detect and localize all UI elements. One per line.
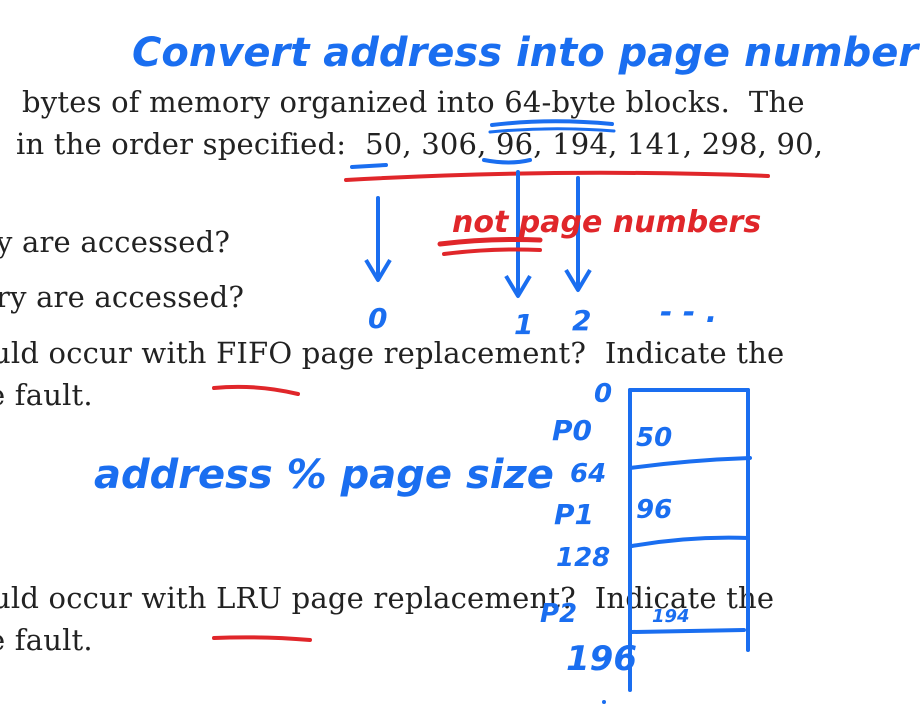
table-row-1-page: P1: [554, 498, 594, 531]
page-index-0: 0: [368, 302, 387, 335]
text-line-4: ry are accessed?: [0, 280, 245, 314]
ink-dot: [602, 700, 606, 704]
text-line-2: in the order specified: 50, 306, 96, 194…: [16, 127, 824, 161]
text-line-7: uld occur with LRU page replacement? Ind…: [0, 581, 775, 615]
page-index-ellipsis: - - .: [660, 295, 717, 330]
text-line-8: e fault.: [0, 623, 93, 657]
table-boundary-64: 64: [570, 459, 606, 489]
table-row-1-address: 96: [636, 495, 672, 525]
table-boundary-128: 128: [556, 543, 610, 573]
table-row-2-address: 194: [652, 606, 690, 627]
page-index-1: 1: [514, 308, 533, 341]
text-line-1: bytes of memory organized into 64-byte b…: [22, 85, 805, 119]
table-boundary-196: 196: [566, 639, 637, 679]
table-top-label: 0: [594, 379, 612, 409]
table-row-0-address: 50: [636, 423, 672, 453]
text-line-6: e fault.: [0, 378, 93, 412]
page-index-2: 2: [572, 304, 591, 337]
table-row-0-page: P0: [552, 414, 592, 447]
annotation-title: Convert address into page number: [132, 30, 920, 76]
table-row-2-page: P2: [540, 599, 577, 629]
text-line-5: uld occur with FIFO page replacement? In…: [0, 336, 785, 370]
annotation-formula: address % page size: [94, 452, 554, 498]
text-line-3: y are accessed?: [0, 225, 231, 259]
annotation-not-page-numbers: not page numbers: [452, 205, 761, 240]
